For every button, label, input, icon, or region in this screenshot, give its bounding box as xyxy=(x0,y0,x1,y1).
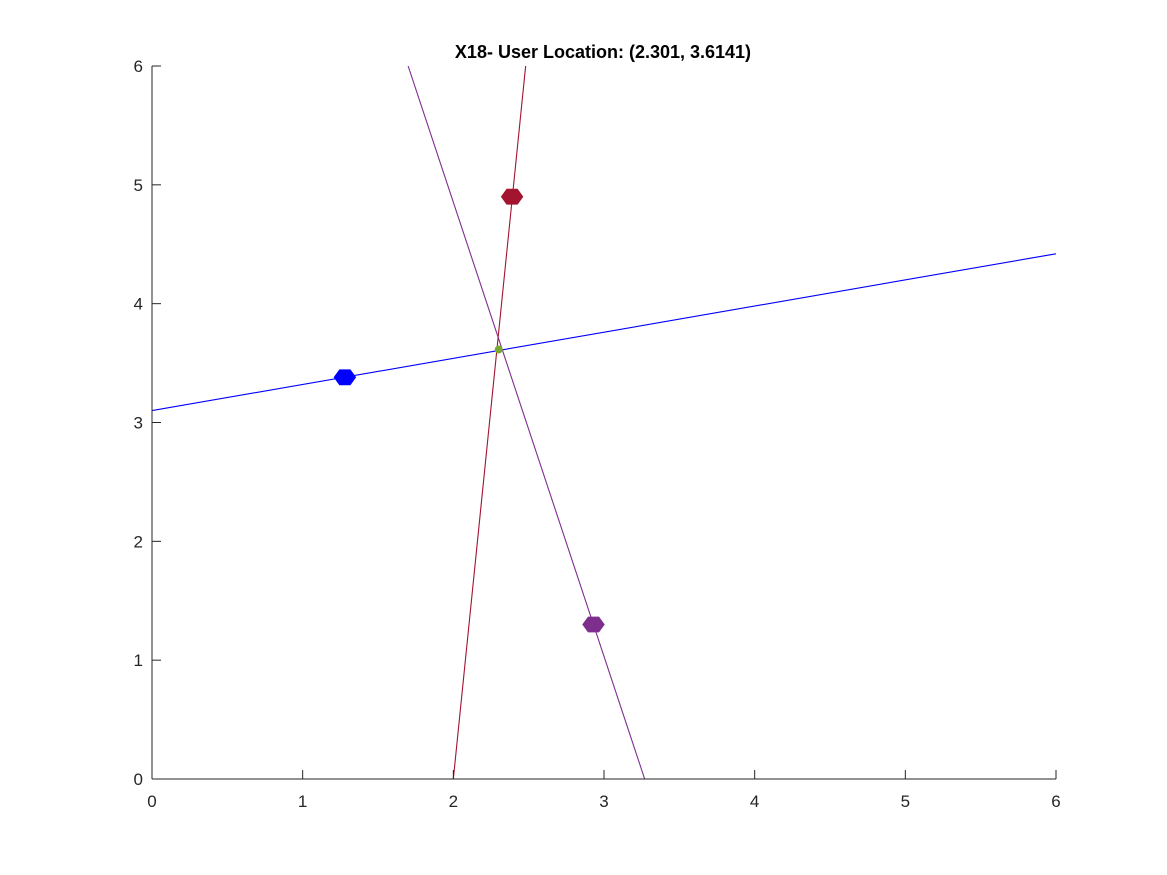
x-tick-label-4: 4 xyxy=(750,792,759,811)
y-tick-label-2: 2 xyxy=(134,532,143,551)
plot-area xyxy=(152,66,1056,779)
chart-title: X18- User Location: (2.301, 3.6141) xyxy=(455,42,751,62)
y-tick-label-6: 6 xyxy=(134,57,143,76)
y-tick-label-0: 0 xyxy=(134,770,143,789)
user-location-marker xyxy=(494,345,503,354)
axes: 0 1 2 3 4 5 6 0 1 2 3 4 5 6 xyxy=(134,57,1061,811)
x-tick-label-3: 3 xyxy=(599,792,608,811)
y-tick-label-3: 3 xyxy=(134,414,143,433)
x-tick-label-1: 1 xyxy=(298,792,307,811)
x-tick-label-2: 2 xyxy=(449,792,458,811)
y-tick-label-4: 4 xyxy=(134,295,143,314)
anchor-marker-1 xyxy=(333,369,357,386)
trilateration-line-1 xyxy=(152,253,1056,412)
x-tick-label-5: 5 xyxy=(901,792,910,811)
anchor-marker-2 xyxy=(500,188,524,205)
y-tick-label-1: 1 xyxy=(134,651,143,670)
anchor-marker-3 xyxy=(582,616,605,633)
trilateration-line-3 xyxy=(407,66,646,779)
y-tick-label-5: 5 xyxy=(134,176,143,195)
trilateration-line-2 xyxy=(452,66,527,779)
x-tick-label-6: 6 xyxy=(1051,792,1060,811)
x-tick-label-0: 0 xyxy=(147,792,156,811)
